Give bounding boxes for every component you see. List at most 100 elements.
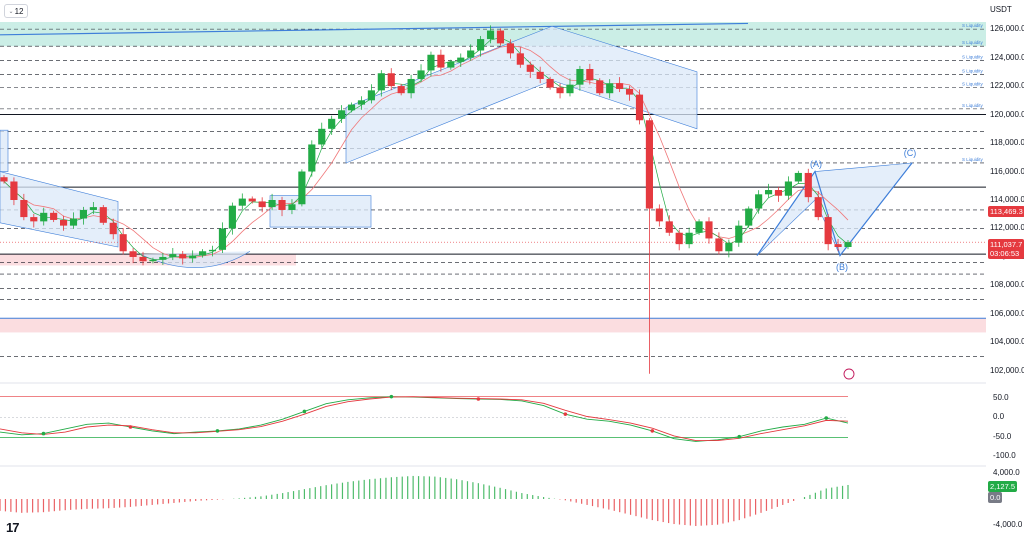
resistance-trendline bbox=[0, 22, 749, 36]
candle-body-50 bbox=[496, 30, 505, 44]
price-tick-label: 104,000.0 bbox=[990, 337, 1024, 347]
oscillator-line-1 bbox=[0, 396, 849, 442]
candle-body-21 bbox=[208, 249, 217, 252]
candle-body-61 bbox=[606, 83, 614, 94]
interval-selector[interactable]: ⌄ 12 bbox=[4, 4, 28, 18]
price-tick-label: 112,000.0 bbox=[990, 223, 1024, 233]
candle-body-45 bbox=[447, 61, 455, 68]
candle-body-22 bbox=[218, 228, 227, 250]
candle-body-67 bbox=[665, 221, 673, 233]
candle-body-18 bbox=[179, 254, 187, 259]
candle-body-71 bbox=[705, 221, 713, 239]
descending-channel-left bbox=[0, 171, 119, 248]
candle-body-57 bbox=[566, 84, 574, 94]
candle-body-0 bbox=[0, 177, 8, 182]
candle-body-30 bbox=[298, 171, 306, 205]
top-toolbar: ⌄ 12 USDT bbox=[0, 0, 1024, 22]
abc-wave-path bbox=[756, 162, 913, 257]
candle-body-85 bbox=[844, 242, 852, 247]
liquidity-label-2: S Liquidity bbox=[962, 54, 984, 59]
candle-body-56 bbox=[556, 87, 564, 94]
candle-body-37 bbox=[367, 90, 375, 101]
wave-b-label: (B) bbox=[836, 262, 848, 272]
candle-body-51 bbox=[506, 43, 514, 54]
candle-body-55 bbox=[546, 78, 554, 88]
histogram-tick-label: -4,000.0 bbox=[993, 520, 1023, 530]
oscillator-line-0 bbox=[0, 396, 849, 442]
candle-body-81 bbox=[804, 172, 812, 198]
tradingview-logo[interactable]: 17 bbox=[6, 520, 20, 535]
candle-body-16 bbox=[159, 256, 167, 260]
price-tick-label: 106,000.0 bbox=[990, 308, 1024, 318]
histogram-tick-label: 4,000.0 bbox=[993, 467, 1020, 477]
candle-body-15 bbox=[149, 259, 157, 262]
price-tick-label: 118,000.0 bbox=[990, 138, 1024, 148]
candle-body-58 bbox=[576, 68, 584, 85]
candle-body-42 bbox=[417, 70, 425, 79]
annotations-layer: (A) (B) (C) bbox=[810, 148, 917, 380]
candle-body-75 bbox=[745, 208, 753, 226]
candle-body-31 bbox=[308, 144, 316, 172]
candle-body-19 bbox=[189, 255, 197, 259]
candle-body-68 bbox=[675, 232, 683, 245]
candles-layer bbox=[0, 25, 852, 374]
candle-body-2 bbox=[20, 200, 28, 218]
candle-body-6 bbox=[60, 219, 68, 226]
candle-body-40 bbox=[397, 86, 405, 94]
candle-body-73 bbox=[725, 242, 733, 252]
candle-body-77 bbox=[764, 190, 773, 195]
alert-icon bbox=[843, 368, 855, 380]
current-price: 111,037.7 bbox=[990, 240, 1023, 249]
oscillator-tick-label: 0.0 bbox=[993, 412, 1005, 422]
candle-body-74 bbox=[735, 225, 743, 243]
candle-body-9 bbox=[89, 207, 97, 210]
candle-body-4 bbox=[40, 212, 48, 222]
candle-body-10 bbox=[99, 207, 107, 223]
candle-body-28 bbox=[278, 200, 286, 210]
patterns-layer bbox=[0, 25, 913, 268]
price-tick-label: 124,000.0 bbox=[990, 52, 1024, 62]
liquidity-label-6: S Liquidity bbox=[962, 157, 984, 162]
candle-body-65 bbox=[645, 120, 653, 209]
candle-body-78 bbox=[774, 190, 783, 196]
candle-body-48 bbox=[477, 39, 485, 51]
candle-body-17 bbox=[169, 254, 177, 257]
zones-layer bbox=[0, 22, 986, 333]
price-axis[interactable]: 126,000.0 124,000.0 122,000.0 120,000.0 118,… bbox=[986, 0, 1024, 529]
ma-value-badge: 113,469.3 bbox=[988, 206, 1024, 217]
candle-body-25 bbox=[248, 198, 256, 202]
candle-body-38 bbox=[377, 73, 385, 91]
demand-zone-left bbox=[0, 254, 296, 266]
abc-correction bbox=[756, 162, 913, 257]
cross-marker-6 bbox=[128, 425, 133, 429]
liquidity-label-1: S Liquidity bbox=[962, 40, 984, 45]
wave-c-label: (C) bbox=[904, 148, 917, 158]
price-tick-label: 122,000.0 bbox=[990, 81, 1024, 91]
cross-marker-14 bbox=[302, 409, 307, 414]
ma-value: 113,469.3 bbox=[990, 207, 1023, 216]
price-tick-label: 120,000.0 bbox=[990, 109, 1024, 119]
candle-body-72 bbox=[715, 238, 723, 252]
candle-body-53 bbox=[526, 64, 534, 72]
price-tick-label: 126,000.0 bbox=[990, 24, 1024, 34]
candle-body-7 bbox=[69, 218, 78, 226]
candle-body-39 bbox=[387, 73, 395, 87]
candle-body-36 bbox=[357, 100, 366, 105]
oscillator-tick-label: -50.0 bbox=[993, 431, 1012, 441]
candle-body-70 bbox=[695, 221, 703, 233]
candle-body-69 bbox=[685, 232, 693, 245]
candle-body-52 bbox=[516, 53, 524, 65]
candle-body-8 bbox=[79, 209, 88, 219]
candle-body-83 bbox=[824, 217, 832, 245]
candle-body-14 bbox=[139, 256, 147, 262]
candle-body-5 bbox=[50, 212, 58, 220]
candle-body-35 bbox=[347, 104, 356, 111]
cross-marker-2 bbox=[41, 431, 46, 436]
candle-body-64 bbox=[635, 94, 644, 121]
cross-marker-26 bbox=[563, 412, 568, 416]
liquidity-label-3: S Liquidity bbox=[962, 69, 984, 74]
current-price-badge: 111,037.7 03:06:53 bbox=[988, 239, 1024, 259]
candle-body-24 bbox=[238, 198, 246, 206]
cross-marker-10 bbox=[215, 429, 220, 433]
